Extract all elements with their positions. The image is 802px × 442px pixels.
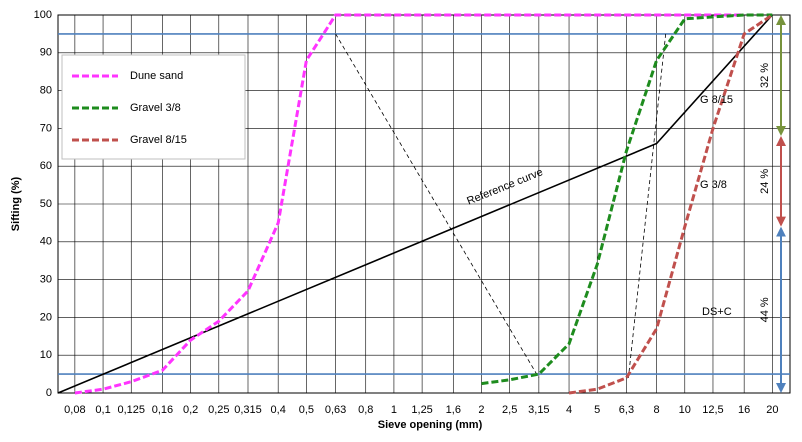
x-tick-label: 1 — [391, 404, 397, 416]
series-line — [74, 13, 745, 395]
x-tick-label: 5 — [594, 404, 600, 416]
reference-line — [628, 33, 667, 378]
x-tick-label: 16 — [738, 404, 750, 416]
series-line — [568, 13, 774, 395]
y-tick-label: 40 — [40, 236, 52, 248]
x-axis-title: Sieve opening (mm) — [378, 419, 483, 431]
x-tick-label: 1,6 — [446, 404, 461, 416]
reference-line — [57, 14, 773, 394]
x-tick-label: 0,4 — [271, 404, 286, 416]
x-tick-label: 8 — [654, 404, 660, 416]
legend-label: Dune sand — [130, 70, 183, 82]
y-tick-label: 0 — [46, 387, 52, 399]
y-tick-label: 10 — [40, 349, 52, 361]
x-tick-label: 6,3 — [619, 404, 634, 416]
annotation: DS+C — [702, 306, 732, 318]
x-tick-label: 10 — [679, 404, 691, 416]
x-tick-label: 2,5 — [502, 404, 517, 416]
y-tick-label: 30 — [40, 274, 52, 286]
plot-frame — [57, 14, 791, 394]
x-tick-label: 0,2 — [183, 404, 198, 416]
x-tick-label: 0,16 — [152, 404, 173, 416]
x-tick-label: 1,25 — [411, 404, 432, 416]
x-tick-label: 0,1 — [95, 404, 110, 416]
y-tick-label: 60 — [40, 160, 52, 172]
x-tick-label: 0,315 — [234, 404, 262, 416]
x-tick-label: 2 — [478, 404, 484, 416]
annotation: G 8/15 — [700, 94, 733, 106]
x-tick-label: 0,8 — [358, 404, 373, 416]
x-tick-label: 4 — [566, 404, 572, 416]
y-tick-label: 100 — [34, 9, 52, 21]
bracket-label: 44 % — [759, 297, 771, 322]
y-tick-label: 70 — [40, 122, 52, 134]
x-tick-label: 0,08 — [64, 404, 85, 416]
legend-label: Gravel 8/15 — [130, 134, 187, 146]
y-tick-label: 90 — [40, 47, 52, 59]
y-tick-label: 50 — [40, 198, 52, 210]
legend-label: Gravel 3/8 — [130, 102, 181, 114]
x-tick-label: 3,15 — [528, 404, 549, 416]
x-tick-label: 0,5 — [299, 404, 314, 416]
bracket-label: 32 % — [759, 63, 771, 88]
annotation: G 3/8 — [700, 179, 727, 191]
y-tick-label: 80 — [40, 85, 52, 97]
y-axis-title: Sifting (%) — [10, 176, 22, 231]
series-line — [481, 13, 773, 386]
y-tick-label: 20 — [40, 311, 52, 323]
x-tick-label: 12,5 — [702, 404, 723, 416]
x-tick-label: 0,125 — [117, 404, 145, 416]
bracket-label: 24 % — [759, 169, 771, 194]
x-tick-label: 0,25 — [208, 404, 229, 416]
reference-line — [335, 33, 540, 379]
x-tick-label: 0,63 — [325, 404, 346, 416]
x-tick-label: 20 — [766, 404, 778, 416]
